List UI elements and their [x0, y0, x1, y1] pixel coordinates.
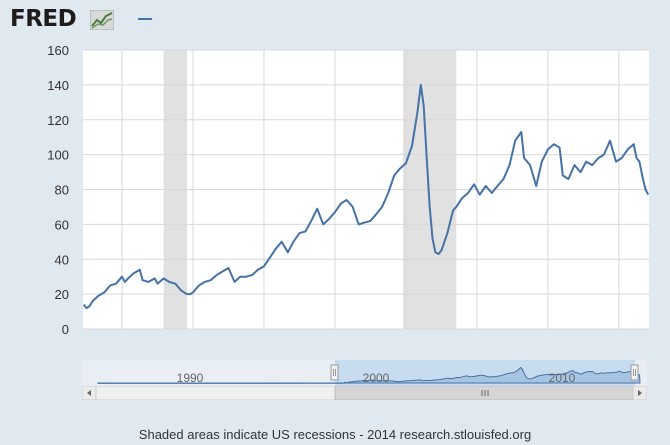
x-tick-label-2006: 2006: [320, 335, 349, 338]
legend-series-swatch[interactable]: [138, 18, 152, 20]
scroll-right-arrow[interactable]: [632, 386, 647, 400]
scrollbar[interactable]: [82, 386, 647, 400]
navigator-label-1990: 1990: [177, 371, 204, 385]
navigator-handle-left[interactable]: [330, 364, 339, 381]
y-tick-label-0: 0: [62, 322, 69, 337]
footer-note: Shaded areas indicate US recessions - 20…: [138, 427, 532, 442]
navigator-labels: 1990 2000 2010: [177, 371, 576, 385]
y-tick-label-60: 60: [55, 217, 69, 232]
x-tick-label-2002: 2002: [179, 335, 208, 338]
x-tick-label-2004: 2004: [250, 335, 279, 338]
navigator-label-2000: 2000: [363, 371, 390, 385]
y-axis-ticks: 0 20 40 60 80 100 120 140 160: [47, 43, 69, 337]
fred-logo[interactable]: FRED: [10, 6, 77, 32]
navigator[interactable]: 1990 2000 2010: [0, 360, 670, 390]
navigator-handle-right[interactable]: [630, 364, 639, 381]
y-tick-label-140: 140: [47, 78, 69, 93]
x-axis-ticks: 2000 2002 2004 2006 2008 2010 2012 2014: [108, 335, 634, 338]
x-tick-label-2014: 2014: [604, 335, 633, 338]
header: FRED: [0, 0, 670, 40]
y-tick-label-120: 120: [47, 113, 69, 128]
y-tick-label-40: 40: [55, 252, 69, 267]
grid-lines: [83, 49, 649, 330]
scroll-left-arrow[interactable]: [82, 386, 97, 400]
y-tick-label-20: 20: [55, 287, 69, 302]
navigator-label-2010: 2010: [549, 371, 576, 385]
x-tick-label-2010: 2010: [462, 335, 491, 338]
x-tick-label-2012: 2012: [533, 335, 562, 338]
y-tick-label-160: 160: [47, 43, 69, 58]
x-tick-label-2000: 2000: [108, 335, 137, 338]
series-line[interactable]: [82, 83, 650, 310]
x-tick-label-2008: 2008: [391, 335, 420, 338]
y-tick-label-80: 80: [55, 183, 69, 198]
chart-logo-icon: [90, 10, 114, 30]
y-tick-label-100: 100: [47, 148, 69, 163]
navigator-series-area: [97, 366, 641, 384]
